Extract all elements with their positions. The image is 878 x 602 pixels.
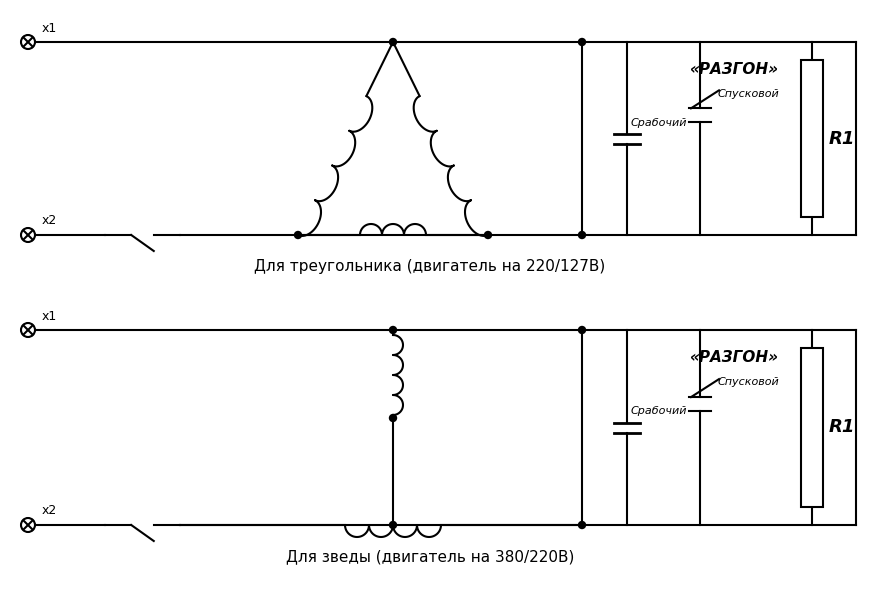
Text: Срабочий: Срабочий — [630, 406, 687, 417]
Circle shape — [484, 232, 491, 238]
Text: Спусковой: Спусковой — [717, 89, 779, 99]
Text: «РАЗГОН»: «РАЗГОН» — [688, 350, 778, 365]
Circle shape — [294, 232, 301, 238]
Circle shape — [389, 415, 396, 421]
Text: Срабочий: Срабочий — [630, 117, 687, 128]
Circle shape — [578, 39, 585, 46]
Text: x2: x2 — [42, 214, 57, 228]
Circle shape — [578, 521, 585, 529]
Text: Спусковой: Спусковой — [717, 377, 779, 387]
Bar — [800, 60, 822, 217]
Circle shape — [389, 326, 396, 334]
Text: R1: R1 — [828, 129, 854, 147]
Text: x1: x1 — [42, 309, 57, 323]
Text: R1: R1 — [828, 418, 854, 436]
Text: Для зведы (двигатель на 380/220В): Для зведы (двигатель на 380/220В) — [285, 550, 573, 565]
Text: x1: x1 — [42, 22, 57, 34]
Text: Для треугольника (двигатель на 220/127В): Для треугольника (двигатель на 220/127В) — [254, 259, 605, 275]
Circle shape — [578, 326, 585, 334]
Circle shape — [578, 232, 585, 238]
Circle shape — [389, 39, 396, 46]
Bar — [800, 348, 822, 507]
Text: x2: x2 — [42, 504, 57, 518]
Circle shape — [389, 521, 396, 529]
Text: «РАЗГОН»: «РАЗГОН» — [688, 63, 778, 78]
